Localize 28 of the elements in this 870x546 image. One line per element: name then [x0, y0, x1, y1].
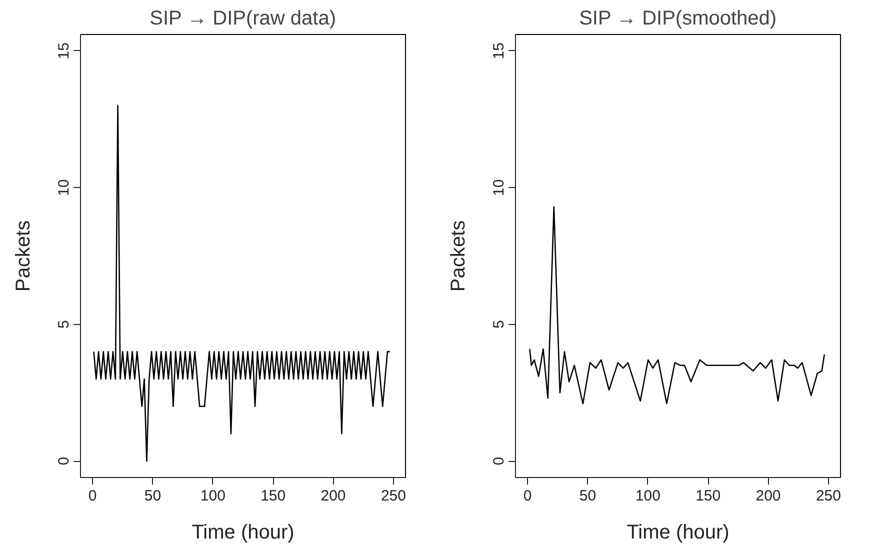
x-tick-label: 150	[260, 488, 286, 504]
x-tick-label: 200	[756, 488, 781, 504]
y-tick-label: 0	[56, 456, 72, 466]
y-tick-label: 5	[56, 320, 72, 329]
x-tick-label: 250	[816, 488, 841, 504]
chart-title: SIP → DIP(smoothed)	[579, 8, 777, 30]
x-tick-label: 100	[635, 488, 660, 504]
chart-title: SIP → DIP(raw data)	[150, 8, 336, 30]
x-axis-title: Time (hour)	[626, 522, 730, 544]
x-tick-label: 50	[579, 488, 596, 504]
y-tick-label: 0	[490, 456, 508, 466]
y-tick-label: 15	[56, 42, 72, 60]
x-tick-label: 50	[144, 488, 162, 504]
x-tick-label: 150	[696, 488, 721, 504]
x-tick-label: 100	[200, 488, 226, 504]
x-tick-label: 0	[88, 488, 97, 504]
x-tick-label: 200	[320, 488, 346, 504]
y-tick-label: 10	[490, 179, 508, 196]
y-tick-label: 15	[490, 42, 508, 60]
line-series	[529, 206, 826, 404]
x-tick-label: 0	[523, 488, 532, 504]
line-series	[93, 104, 390, 462]
y-tick-label: 5	[490, 320, 508, 329]
y-tick-label: 10	[56, 179, 72, 196]
y-axis-title: Packets	[12, 220, 34, 292]
x-axis-title: Time (hour)	[192, 522, 294, 544]
x-tick-label: 250	[380, 488, 406, 504]
y-axis-title: Packets	[448, 220, 470, 292]
